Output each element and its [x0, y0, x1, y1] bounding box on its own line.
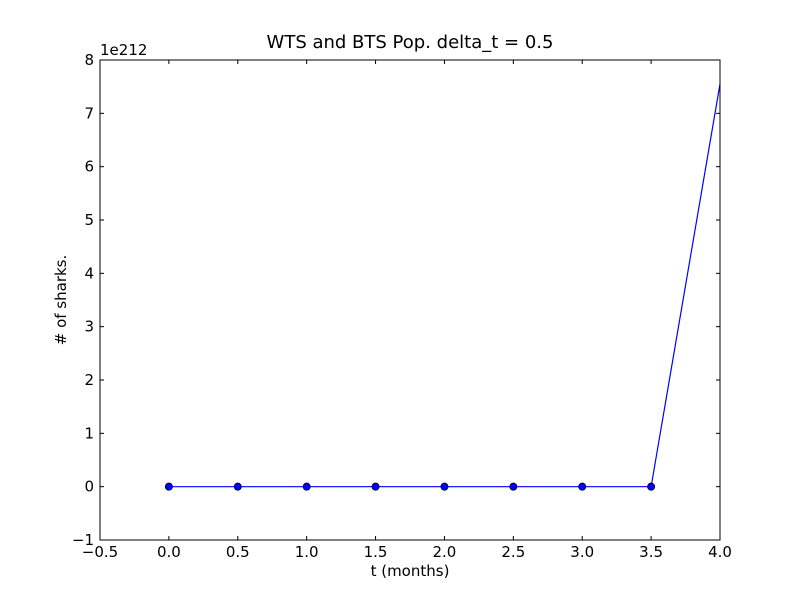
- y-tick-label: −1: [72, 531, 94, 549]
- data-point: [302, 482, 311, 491]
- x-tick-label: 3.5: [639, 543, 663, 561]
- chart-title: WTS and BTS Pop. delta_t = 0.5: [267, 32, 554, 53]
- x-tick-label: 2.0: [433, 543, 457, 561]
- y-tick-label: 4: [84, 264, 94, 282]
- data-point: [509, 482, 518, 491]
- x-tick-label: 2.5: [501, 543, 525, 561]
- y-tick-label: 7: [84, 104, 94, 122]
- data-point: [647, 482, 656, 491]
- x-axis-label: t (months): [371, 562, 450, 580]
- plot-frame: [99, 59, 721, 541]
- x-tick-label: 4.0: [708, 543, 732, 561]
- y-axis-label: # of sharks.: [52, 255, 70, 346]
- y-tick-label: 6: [84, 158, 94, 176]
- y-tick-label: 5: [84, 211, 94, 229]
- y-offset-label: 1e212: [100, 41, 147, 59]
- y-tick-label: 1: [84, 424, 94, 442]
- series-line: [168, 83, 721, 488]
- data-point: [164, 482, 173, 491]
- y-tick-label: 3: [84, 318, 94, 336]
- x-tick-label: 1.5: [364, 543, 388, 561]
- data-point: [440, 482, 449, 491]
- ticks-layer: −0.5 0.0 0.5 1.0 1.5 2.0 2.5 3.0 3.5 4.0 −1 0 1 2 3 4 5 6…: [72, 51, 732, 561]
- x-tick-label: 0.5: [226, 543, 250, 561]
- data-point: [371, 482, 380, 491]
- y-tick-label: 2: [84, 371, 94, 389]
- x-tick-label: 3.0: [570, 543, 594, 561]
- x-tick-label: −0.5: [82, 543, 118, 561]
- x-tick-label: 0.0: [157, 543, 181, 561]
- data-point: [233, 482, 242, 491]
- y-tick-label: 0: [84, 478, 94, 496]
- data-point: [578, 482, 587, 491]
- x-tick-label: 1.0: [295, 543, 319, 561]
- series-layer: [164, 83, 721, 491]
- y-tick-label: 8: [84, 51, 94, 69]
